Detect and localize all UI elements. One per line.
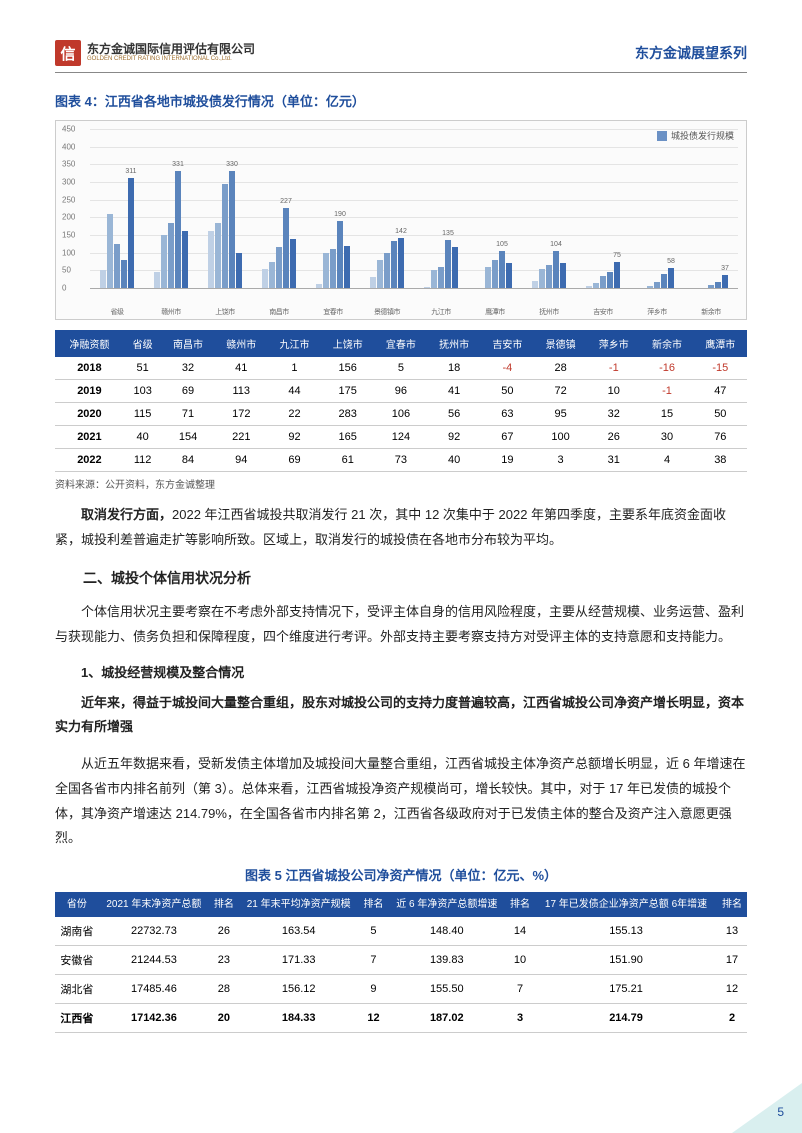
para2: 个体信用状况主要考察在不考虑外部支持情况下，受评主体自身的信用风险程度，主要从经… (55, 600, 747, 649)
page-number: 5 (777, 1105, 784, 1119)
bold-para: 近年来，得益于城投间大量整合重组，股东对城投公司的支持力度普遍较高，江西省城投公… (55, 691, 747, 740)
chart4: 城投债发行规模 05010015020025030035040045031133… (55, 120, 747, 320)
figure4-title: 图表 4：江西省各地市城投债发行情况（单位：亿元） (55, 91, 747, 110)
logo: 信 东方金诚国际信用评估有限公司 GOLDEN CREDIT RATING IN… (55, 40, 255, 66)
para3: 从近五年数据来看，受新发债主体增加及城投间大量整合重组，江西省城投主体净资产总额… (55, 752, 747, 851)
table4-source: 资料来源：公开资料，东方金诚整理 (55, 476, 747, 491)
page-header: 信 东方金诚国际信用评估有限公司 GOLDEN CREDIT RATING IN… (55, 40, 747, 73)
section-heading-2: 二、城投个体信用状况分析 (55, 568, 747, 588)
table5: 省份2021 年末净资产总额排名21 年末平均净资产规模排名近 6 年净资产总额… (55, 892, 747, 1033)
series-label: 东方金诚展望系列 (635, 43, 747, 63)
subsection-heading: 1、城投经营规模及整合情况 (55, 662, 747, 681)
figure5-title: 图表 5 江西省城投公司净资产情况（单位：亿元、%） (55, 865, 747, 884)
para1: 取消发行方面，2022 年江西省城投共取消发行 21 次，其中 12 次集中于 … (55, 503, 747, 552)
logo-icon: 信 (55, 40, 81, 66)
logo-text: 东方金诚国际信用评估有限公司 GOLDEN CREDIT RATING INTE… (87, 43, 255, 63)
table4: 净融资额省级南昌市赣州市九江市上饶市宜春市抚州市吉安市景德镇萍乡市新余市鹰潭市 … (55, 330, 747, 472)
